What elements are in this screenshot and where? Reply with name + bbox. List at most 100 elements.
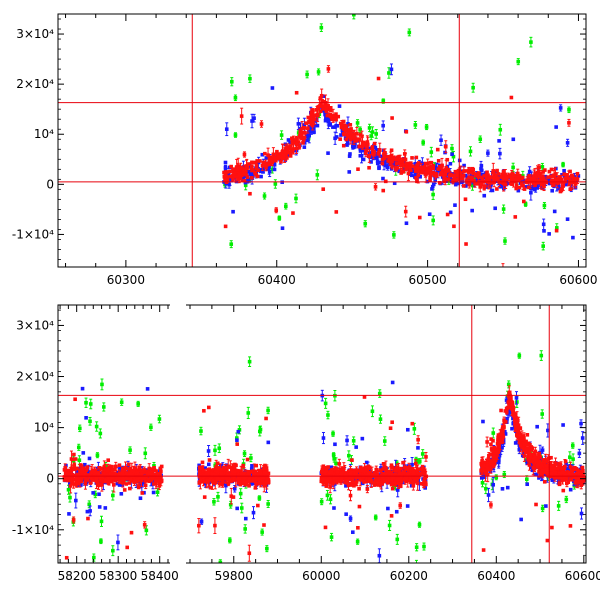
bottom-point-green [418, 523, 422, 527]
top-point-blue [327, 120, 331, 124]
top-point-green [498, 128, 502, 132]
top-point-red [318, 104, 322, 108]
bottom-point-red [248, 551, 252, 555]
bottom-point-red [118, 463, 122, 467]
top-point-blue [281, 226, 285, 230]
top-point-red [395, 157, 399, 161]
bottom-point-red [129, 477, 133, 481]
bottom-point-red [72, 463, 76, 467]
top-point-blue [566, 141, 570, 145]
bottom-point-green [100, 383, 104, 387]
top-point-red [444, 170, 448, 174]
top-point-green [368, 126, 372, 130]
top-xtick-label: 60400 [258, 273, 296, 287]
top-point-red [357, 145, 361, 149]
top-point-red [436, 148, 440, 152]
bottom-point-green [378, 392, 382, 396]
top-point-red [321, 187, 325, 191]
top-point-green [280, 133, 284, 137]
bottom-point-red [262, 484, 266, 488]
top-point-red [399, 171, 403, 175]
bottom-point-red [247, 480, 251, 484]
top-point-red [381, 189, 385, 193]
top-point-red [303, 131, 307, 135]
bottom-point-red [237, 481, 241, 485]
bottom-point-red [127, 463, 131, 467]
top-point-red [491, 169, 495, 173]
top-point-green [229, 242, 233, 246]
bottom-point-blue [267, 441, 271, 445]
top-point-red [395, 162, 399, 166]
bottom-point-blue [139, 496, 143, 500]
bottom-point-green [143, 451, 147, 455]
top-point-red [365, 145, 369, 149]
bottom-point-green [395, 538, 399, 542]
bottom-point-red [116, 477, 120, 481]
top-point-green [363, 222, 367, 226]
bottom-point-red [66, 479, 70, 483]
bottom-point-blue [74, 499, 78, 503]
bottom-point-red [85, 468, 89, 472]
bottom-point-red [254, 477, 258, 481]
bottom-point-green [260, 530, 264, 534]
bottom-point-blue [86, 510, 90, 514]
top-point-green [369, 134, 373, 138]
top-point-red [543, 168, 547, 172]
top-point-red [291, 211, 295, 215]
top-point-red [470, 167, 474, 171]
bottom-point-green [413, 427, 417, 431]
top-point-red [334, 210, 338, 214]
bottom-point-red [97, 483, 101, 487]
top-point-red [390, 165, 394, 169]
bottom-point-green [89, 402, 93, 406]
top-point-red [352, 135, 356, 139]
bottom-point-red [159, 470, 163, 474]
top-point-blue [231, 210, 235, 214]
top-point-red [329, 114, 333, 118]
top-point-blue [377, 166, 381, 170]
bottom-point-blue [235, 507, 239, 511]
top-point-green [263, 194, 267, 198]
top-point-red [275, 152, 279, 156]
bottom-point-green [379, 417, 383, 421]
bottom-point-green [330, 535, 334, 539]
top-point-red [559, 190, 563, 194]
bottom-point-blue [349, 517, 353, 521]
bottom-point-blue [233, 487, 237, 491]
top-point-blue [562, 169, 566, 173]
top-point-red [537, 166, 541, 170]
bottom-point-green [239, 492, 243, 496]
bottom-point-green [78, 427, 82, 431]
top-point-blue [449, 162, 453, 166]
bottom-point-green [77, 446, 81, 450]
bottom-point-green [199, 429, 203, 433]
bottom-point-blue [91, 491, 95, 495]
top-point-red [320, 94, 324, 98]
top-point-red [437, 159, 441, 163]
bottom-point-green [266, 409, 270, 413]
top-point-red [377, 152, 381, 156]
bottom-point-blue [391, 381, 395, 385]
bottom-point-green [383, 439, 387, 443]
top-point-red [242, 172, 246, 176]
top-point-red [416, 163, 420, 167]
top-ytick-label: 10⁴ [34, 127, 54, 141]
top-point-red [300, 137, 304, 141]
top-point-blue [542, 222, 546, 226]
top-ytick-label: 0 [46, 177, 54, 191]
top-point-green [421, 141, 425, 145]
top-point-red [444, 166, 448, 170]
bottom-point-red [226, 465, 230, 469]
bottom-point-green [352, 439, 356, 443]
top-ytick-label: 3×10⁴ [16, 27, 54, 41]
top-point-red [373, 142, 377, 146]
top-point-blue [390, 68, 394, 72]
top-point-blue [480, 164, 484, 168]
top-point-red [326, 104, 330, 108]
top-point-green [305, 73, 309, 77]
top-point-red [381, 162, 385, 166]
top-point-green [541, 165, 545, 169]
bottom-point-red [130, 469, 134, 473]
